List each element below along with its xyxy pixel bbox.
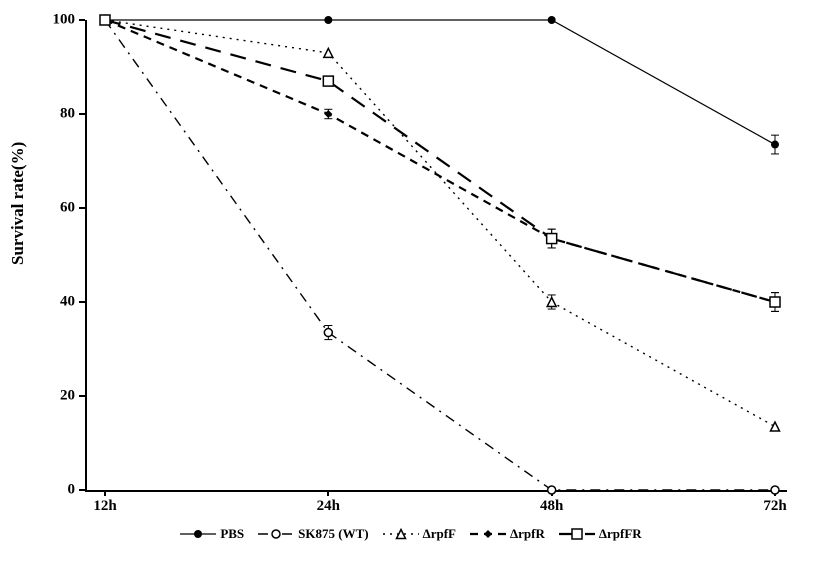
legend: PBS SK875 (WT) ΔrpfF ΔrpfR ΔrpfFR <box>0 526 822 542</box>
marker-PBS <box>771 141 779 149</box>
series-lines <box>0 0 822 562</box>
marker-drpfR <box>324 110 332 118</box>
legend-swatch <box>258 527 294 541</box>
legend-item-SK875: SK875 (WT) <box>258 526 368 542</box>
marker-SK875 <box>324 329 332 337</box>
legend-label: SK875 (WT) <box>298 526 368 542</box>
marker-PBS <box>324 16 332 24</box>
marker-drpfFR <box>100 15 110 25</box>
marker-PBS <box>548 16 556 24</box>
legend-item-PBS: PBS <box>180 526 244 542</box>
marker-drpfF <box>324 48 333 57</box>
legend-item-drpfR: ΔrpfR <box>470 526 545 542</box>
legend-swatch <box>383 527 419 541</box>
series-line-PBS <box>105 20 775 145</box>
legend-swatch <box>470 527 506 541</box>
legend-label: ΔrpfR <box>510 526 545 542</box>
marker-SK875 <box>771 486 779 494</box>
survival-chart: Survival rate(%) 020406080100 12h24h48h7… <box>0 0 822 562</box>
marker-drpfFR <box>323 76 333 86</box>
legend-item-drpfF: ΔrpfF <box>383 526 456 542</box>
series-line-drpfF <box>105 20 775 427</box>
series-line-SK875 <box>105 20 775 490</box>
legend-swatch <box>180 527 216 541</box>
legend-swatch <box>559 527 595 541</box>
marker-drpfF <box>771 422 780 431</box>
legend-item-drpfFR: ΔrpfFR <box>559 526 642 542</box>
marker-drpfF <box>547 298 556 307</box>
marker-drpfFR <box>770 297 780 307</box>
marker-drpfFR <box>547 234 557 244</box>
legend-label: ΔrpfF <box>423 526 456 542</box>
marker-SK875 <box>548 486 556 494</box>
legend-label: PBS <box>220 526 244 542</box>
legend-label: ΔrpfFR <box>599 526 642 542</box>
